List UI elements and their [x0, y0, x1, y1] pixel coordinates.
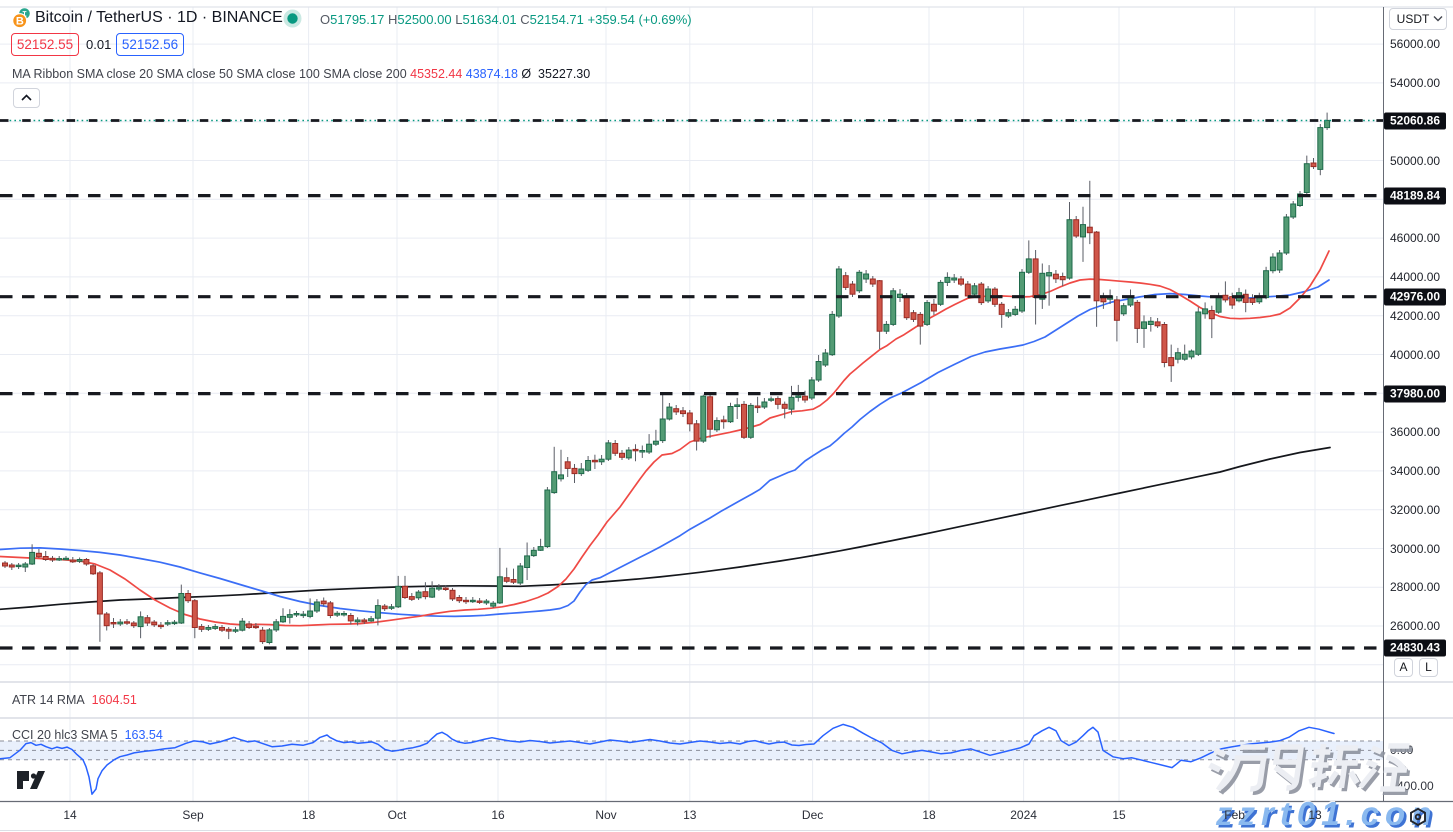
svg-text:B: B — [16, 16, 24, 28]
